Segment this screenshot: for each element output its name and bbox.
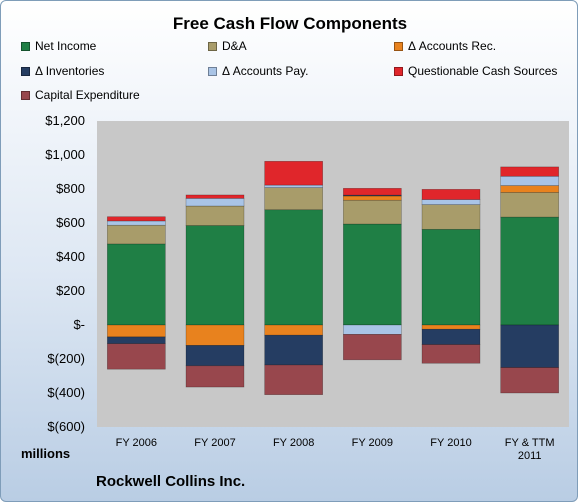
- y-tick-label: $1,000: [45, 147, 85, 162]
- legend-label: Δ Inventories: [35, 64, 105, 78]
- bar-segment: [185, 225, 245, 326]
- bar-segment: [500, 185, 559, 193]
- company-name: Rockwell Collins Inc.: [96, 473, 246, 490]
- bar-segment: [421, 228, 481, 326]
- bar-segment: [421, 204, 481, 230]
- bar-segment: [107, 216, 166, 222]
- legend-swatch: [394, 66, 403, 76]
- legend-item: D&A: [208, 39, 247, 53]
- bar-segment: [421, 189, 481, 200]
- bar-segment: [264, 364, 323, 396]
- bar-segment: [264, 209, 323, 326]
- y-tick-label: $600: [56, 215, 85, 230]
- bar-segment: [343, 334, 402, 361]
- bar-segment: [185, 194, 245, 199]
- bar-segment: [264, 324, 323, 336]
- bar-segment: [500, 216, 559, 326]
- unit-label: millions: [21, 446, 71, 461]
- bar-segment: [421, 324, 481, 330]
- bar-segment: [500, 367, 559, 394]
- bar-segment: [343, 223, 402, 326]
- legend-item: Δ Inventories: [21, 64, 104, 78]
- bar-segment: [421, 344, 481, 364]
- bar-segment: [185, 345, 245, 367]
- y-tick-label: $800: [56, 181, 85, 196]
- bar-segment: [500, 324, 559, 368]
- bar-segment: [107, 336, 166, 344]
- x-tick-label: FY 2010: [430, 437, 472, 449]
- bar-segment: [500, 166, 559, 177]
- y-tick-label: $(600): [47, 419, 85, 434]
- chart-title: Free Cash Flow Components: [172, 14, 408, 33]
- y-tick-label: $-: [73, 317, 85, 332]
- legend-swatch: [21, 66, 30, 76]
- x-tick-label: FY 2008: [272, 437, 315, 449]
- legend-item: Capital Expenditure: [21, 88, 140, 102]
- bar-segment: [264, 184, 323, 188]
- legend-item: Δ Accounts Pay.: [208, 64, 309, 78]
- legend-item: Questionable Cash Sources: [394, 64, 557, 78]
- bar-segment: [107, 343, 166, 370]
- bar-segment: [500, 192, 559, 218]
- x-tick-label: FY 2006: [115, 437, 158, 449]
- bar-segment: [107, 224, 166, 245]
- y-tick-label: $(400): [47, 385, 85, 400]
- bar-segment: [264, 187, 323, 211]
- legend-item: Net Income: [21, 39, 96, 53]
- y-tick-label: $(200): [47, 351, 85, 366]
- legend-label: Δ Accounts Pay.: [222, 64, 309, 78]
- bar-segment: [107, 243, 166, 326]
- bar-segment: [264, 160, 323, 186]
- y-tick-label: $1,200: [45, 113, 85, 128]
- legend-swatch: [208, 66, 217, 76]
- legend-swatch: [208, 41, 217, 51]
- bar-segment: [343, 199, 402, 225]
- bar-segment: [343, 324, 402, 335]
- bar-segment: [343, 195, 402, 201]
- bar-segment: [343, 188, 402, 196]
- legend-label: Net Income: [35, 39, 97, 53]
- bar-segment: [185, 198, 245, 207]
- bar-segment: [185, 324, 245, 346]
- legend-item: Δ Accounts Rec.: [394, 39, 496, 53]
- bar-segment: [421, 199, 481, 205]
- bar-segment: [500, 175, 559, 186]
- bar-segment: [185, 205, 245, 226]
- legend-label: D&A: [222, 39, 247, 53]
- legend-swatch: [21, 90, 30, 100]
- legend-swatch: [21, 41, 30, 51]
- legend-label: Questionable Cash Sources: [408, 64, 558, 78]
- legend-label: Capital Expenditure: [35, 88, 140, 102]
- bar-segment: [107, 324, 166, 338]
- legend-label: Δ Accounts Rec.: [408, 39, 497, 53]
- y-tick-label: $200: [56, 283, 85, 298]
- x-tick-label: FY & TTM 2011: [504, 437, 555, 462]
- bar-segment: [421, 328, 481, 345]
- y-tick-label: $400: [56, 249, 85, 264]
- bar-segment: [107, 220, 166, 226]
- x-tick-label: FY 2009: [351, 437, 394, 449]
- bar-segment: [185, 365, 245, 388]
- plot-area: [97, 121, 569, 427]
- bar-segment: [264, 334, 323, 366]
- x-tick-label: FY 2007: [194, 437, 236, 449]
- legend-swatch: [394, 41, 403, 51]
